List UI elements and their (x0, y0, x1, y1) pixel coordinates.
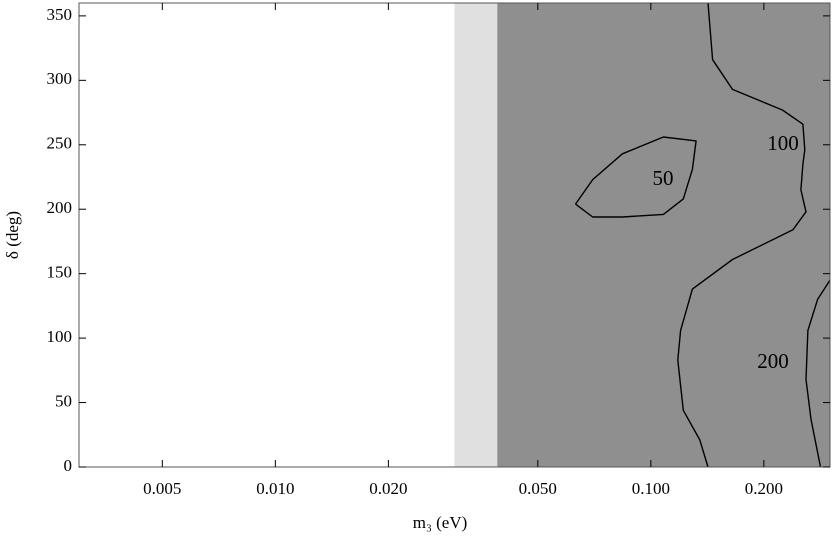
y-tick-label: 50 (55, 391, 72, 410)
y-tick-label: 250 (47, 134, 73, 153)
y-tick-label: 350 (47, 5, 73, 24)
contour-line (574, 136, 697, 218)
contour-line (677, 2, 807, 468)
excluded-region (454, 3, 498, 467)
x-tick-label: 0.020 (369, 479, 407, 498)
y-tick-label: 150 (47, 263, 73, 282)
plot-frame (78, 2, 831, 468)
contour-line (805, 279, 831, 468)
y-tick-label: 200 (47, 198, 73, 217)
contour-label: 200 (757, 349, 789, 373)
x-axis-label: m₃ (eV) (413, 513, 468, 532)
contour-label: 50 (653, 166, 674, 190)
y-axis-label: δ (deg) (3, 211, 22, 259)
contour-label: 100 (767, 131, 799, 155)
y-tick-label: 300 (47, 69, 73, 88)
x-tick-label: 0.200 (745, 479, 783, 498)
x-tick-label: 0.010 (256, 479, 294, 498)
y-tick-label: 100 (47, 327, 73, 346)
excluded-region (497, 3, 830, 467)
y-tick-label: 0 (64, 456, 73, 475)
x-tick-label: 0.050 (519, 479, 557, 498)
x-tick-label: 0.005 (143, 479, 181, 498)
x-tick-label: 0.100 (632, 479, 670, 498)
